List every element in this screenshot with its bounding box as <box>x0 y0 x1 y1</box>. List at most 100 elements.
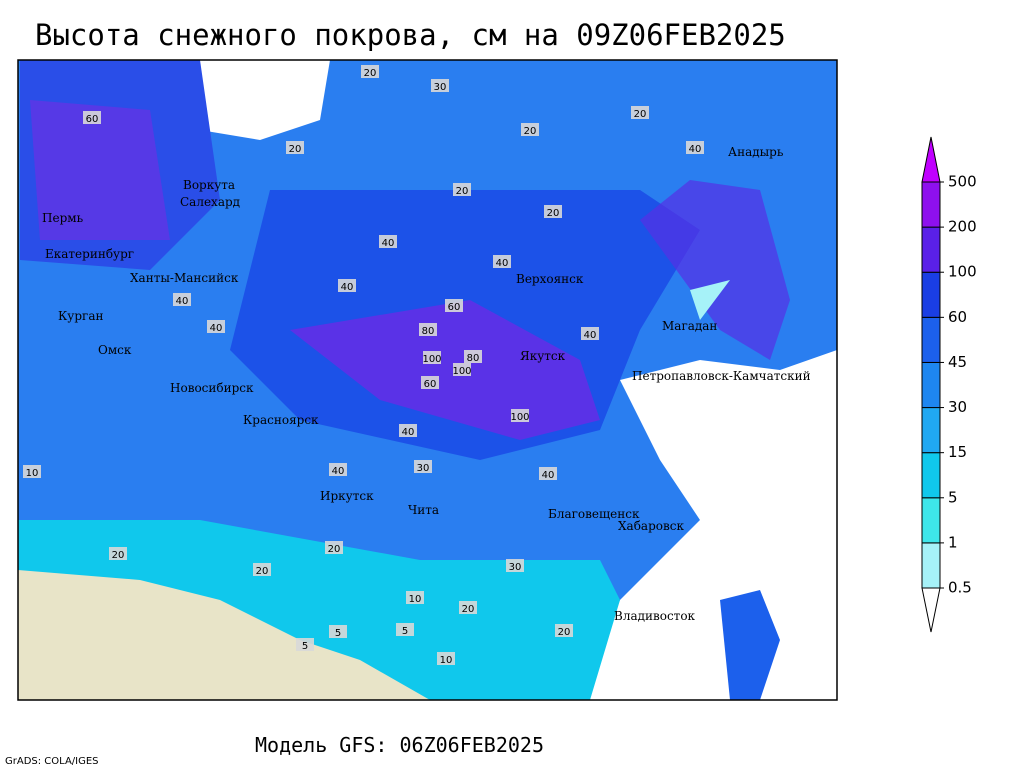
pacific-ocean <box>580 350 837 700</box>
contour-label-box <box>555 624 573 637</box>
contour-label-box <box>325 541 343 554</box>
contour-label-box <box>581 327 599 340</box>
contour-label-box <box>544 205 562 218</box>
heavy-snow-chukotka <box>640 180 790 360</box>
contour-label-box <box>399 424 417 437</box>
contour-label-box <box>453 183 471 196</box>
contour-label: 10 <box>26 468 39 479</box>
contour-label-box <box>338 279 356 292</box>
contour-label: 40 <box>382 238 395 249</box>
contour-label: 20 <box>112 550 125 561</box>
contour-label: 40 <box>332 466 345 477</box>
contour-label-box <box>361 65 379 78</box>
contour-label-box <box>453 363 471 376</box>
contour-label: 40 <box>402 427 415 438</box>
colorbar-high-triangle <box>921 136 941 183</box>
contour-label-box <box>296 638 314 651</box>
colorbar-label: 500 <box>948 173 977 191</box>
colorbar-label: 100 <box>948 263 977 281</box>
contour-label-box <box>431 79 449 92</box>
contour-label: 40 <box>542 470 555 481</box>
city-label: Екатеринбург <box>45 247 134 261</box>
city-label: Верхоянск <box>516 272 584 286</box>
contour-label: 40 <box>176 296 189 307</box>
city-label: Омск <box>98 343 132 357</box>
contour-label-box <box>329 625 347 638</box>
contour-label: 40 <box>496 258 509 269</box>
contour-label-box <box>109 547 127 560</box>
contour-label: 40 <box>689 144 702 155</box>
colorbar-box <box>921 497 941 544</box>
city-label: Благовещенск <box>548 507 640 521</box>
contour-label: 30 <box>417 463 430 474</box>
contour-label-box <box>207 320 225 333</box>
contour-label-box <box>437 652 455 665</box>
contour-label-box <box>379 235 397 248</box>
contour-label: 20 <box>364 68 377 79</box>
city-label: Красноярск <box>243 413 319 427</box>
colorbar-box <box>921 226 941 273</box>
contour-label-box <box>253 563 271 576</box>
contour-label: 20 <box>524 126 537 137</box>
colorbar-label: 30 <box>948 398 967 416</box>
contour-label: 40 <box>584 330 597 341</box>
contour-label: 20 <box>256 566 269 577</box>
city-label: Ханты-Мансийск <box>130 271 239 285</box>
contour-label-box <box>539 467 557 480</box>
contour-label-box <box>521 123 539 136</box>
contour-label: 60 <box>424 379 437 390</box>
contour-label: 60 <box>448 302 461 313</box>
contour-label-box <box>329 463 347 476</box>
contour-label: 20 <box>547 208 560 219</box>
heavy-snow-ural <box>30 100 170 240</box>
contour-label-box <box>421 376 439 389</box>
contour-label-box <box>173 293 191 306</box>
city-label: Якутск <box>520 349 566 363</box>
colorbar-box <box>921 316 941 363</box>
title: Высота снежного покрова, см на 09Z06FEB2… <box>35 18 786 52</box>
city-label: Петропавловск-Камчатский <box>632 369 811 383</box>
contour-label: 60 <box>86 114 99 125</box>
contour-label: 40 <box>210 323 223 334</box>
city-label: Чита <box>408 503 439 517</box>
city-label: Курган <box>58 309 103 323</box>
city-label: Новосибирск <box>170 381 254 395</box>
colorbar-label: 200 <box>948 218 977 236</box>
contour-label: 20 <box>328 544 341 555</box>
contour-label-box <box>23 465 41 478</box>
contour-label-box <box>686 141 704 154</box>
contour-label: 20 <box>558 627 571 638</box>
city-label: Иркутск <box>320 489 374 503</box>
colorbar-label: 0.5 <box>948 579 972 597</box>
contour-label: 100 <box>452 366 471 377</box>
contour-labels: 20 30 20 40 60 20 20 40 20 20 40 40 60 80 100 80 100 100 6… <box>23 65 704 666</box>
colorbar-low-triangle <box>921 587 941 633</box>
bare-ground <box>18 570 430 700</box>
contour-label: 20 <box>462 604 475 615</box>
colorbar-label: 5 <box>948 488 958 506</box>
colorbar-label: 15 <box>948 443 967 461</box>
contour-label: 10 <box>440 655 453 666</box>
contour-label-box <box>459 601 477 614</box>
okhotsk-coast <box>690 280 730 320</box>
contour-label-box <box>423 351 441 364</box>
contour-label: 5 <box>402 626 408 637</box>
colorbar-box <box>921 452 941 499</box>
colorbar-box <box>921 271 941 318</box>
contour-label: 80 <box>467 353 480 364</box>
colorbar-box <box>921 361 941 409</box>
contour-label: 30 <box>434 82 447 93</box>
contour-label: 20 <box>456 186 469 197</box>
city-label: Магадан <box>662 319 717 333</box>
colorbar-box <box>921 181 941 228</box>
credit: GrADS: COLA/IGES <box>5 756 99 767</box>
city-labels: Воркута Салехард Пермь Екатеринбург Хант… <box>42 145 811 623</box>
contour-label-box <box>406 591 424 604</box>
map <box>17 59 838 701</box>
city-label: Пермь <box>42 211 84 225</box>
city-label: Хабаровск <box>618 519 684 533</box>
city-label: Салехард <box>180 195 240 209</box>
city-label: Воркута <box>183 178 235 192</box>
map-frame <box>17 59 838 701</box>
